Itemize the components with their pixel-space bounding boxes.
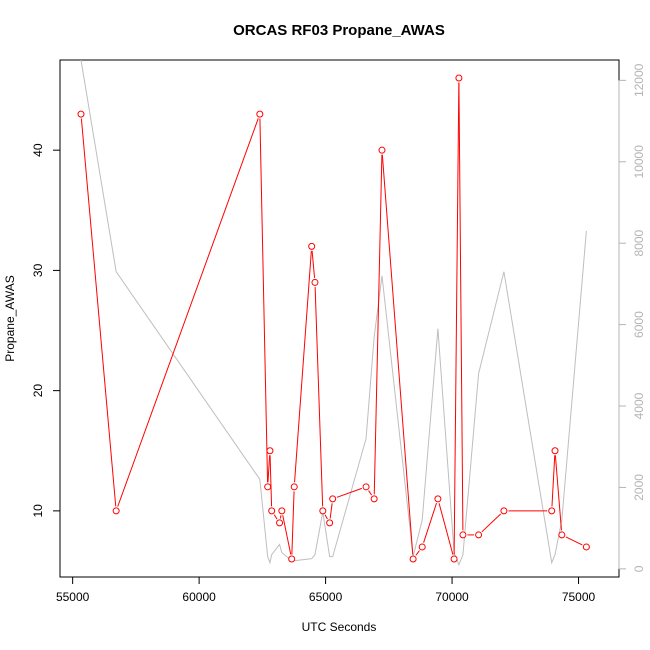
series-left-axis [77,74,590,563]
series-segment-red [329,503,333,519]
x-tick-label: 70000 [435,590,469,604]
data-point [455,74,463,82]
data-point [278,507,286,515]
y2-tick-label: 12000 [632,63,646,97]
series-segment-red [324,514,328,520]
series-segment-red [453,82,460,555]
x-axis: 55000 60000 65000 70000 75000 [56,576,596,604]
data-point [308,242,316,250]
series-right-axis [80,59,587,567]
data-point [77,110,85,118]
series-segment-red [458,82,464,531]
data-point [311,278,319,286]
x-axis-label: UTC Seconds [302,620,377,634]
y2-tick-label: 6000 [632,311,646,338]
data-point [475,531,483,539]
series-segment-red [282,515,292,555]
data-point [288,555,296,563]
y-axis-left: 10 20 30 40 [31,143,61,518]
data-point [459,531,467,539]
series-segment-red [314,286,324,507]
y2-tick-label: 8000 [632,230,646,257]
series-segment-red [117,118,259,507]
data-point [418,543,426,551]
x-tick-label: 65000 [309,590,343,604]
y-tick-label: 10 [31,504,45,518]
data-point [582,543,590,551]
data-point [450,555,458,563]
data-point [112,507,120,515]
data-point [558,531,566,539]
series-segment-red [415,550,420,556]
data-point [500,507,508,515]
y-axis-right: 0 2000 4000 6000 8000 10000 12000 [618,63,646,572]
series-segment-red [551,455,556,507]
data-point [264,483,272,491]
data-point [551,447,559,455]
series-segment-red [373,154,383,495]
y-tick-label: 20 [31,384,45,398]
data-point [370,495,378,503]
y2-tick-label: 4000 [632,392,646,419]
series-segment-red [279,515,282,519]
series-segment-red [565,536,583,546]
data-point [266,447,274,455]
x-tick-label: 60000 [182,590,216,604]
series-segment-red [423,502,437,543]
series-segment-red [438,503,454,555]
series-segment-red [368,490,373,496]
series-segment-red [80,118,117,507]
data-point [326,519,334,527]
y-axis-label: Propane_AWAS [3,275,17,362]
series-segment-red [267,455,271,483]
series-segment-red [273,514,278,520]
data-point [268,507,276,515]
data-point [378,146,386,154]
series-segment-red [269,455,273,507]
series-segment-red [291,491,295,555]
data-point [409,555,417,563]
data-point [362,483,370,491]
y2-tick-label: 10000 [632,145,646,179]
series-segment-red [294,250,312,483]
series-segment-red [311,250,316,278]
series-segment-red [481,513,501,533]
series-segment-red [336,487,362,498]
x-tick-label: 55000 [56,590,90,604]
data-point [329,495,337,503]
data-point [319,507,327,515]
data-point [290,483,298,491]
series-segment-red [381,154,414,555]
data-point [256,110,264,118]
x-tick-label: 75000 [562,590,596,604]
y2-tick-label: 0 [632,565,646,572]
series-segment-red [259,118,269,483]
data-point [434,495,442,503]
series-segment-red [554,455,562,531]
y-tick-label: 30 [31,263,45,277]
series-line-gray [80,59,587,567]
y-tick-label: 40 [31,143,45,157]
y2-tick-label: 2000 [632,474,646,501]
plot-frame [59,59,620,578]
data-point [548,507,556,515]
chart-title: ORCAS RF03 Propane_AWAS [233,22,445,39]
data-point [276,519,284,527]
